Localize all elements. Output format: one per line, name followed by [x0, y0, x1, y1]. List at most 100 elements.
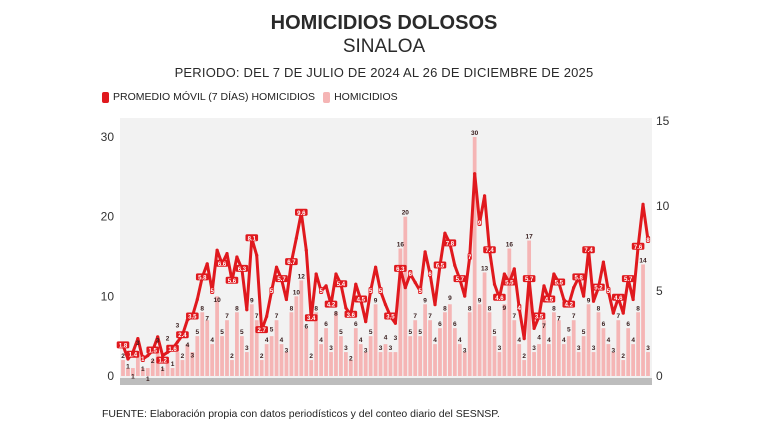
bar-value-label: 3 — [344, 345, 348, 352]
bar — [304, 328, 309, 376]
moving-average-point — [453, 263, 457, 268]
bar-value-label: 7 — [275, 313, 279, 320]
bar-value-label: 7 — [413, 313, 417, 320]
bar-value-label: 4 — [562, 337, 566, 344]
moving-average-point — [334, 272, 338, 276]
bar-value-label: 7 — [225, 313, 229, 320]
moving-average-label: 5.8 — [195, 273, 209, 281]
bar — [492, 336, 497, 376]
bar-value-label: 2 — [349, 356, 353, 363]
bar — [383, 344, 388, 376]
bar — [235, 312, 239, 376]
moving-average-label-bg — [275, 275, 288, 283]
bar-value-label: 5 — [567, 327, 571, 334]
bar-value-label: 5 — [195, 329, 199, 336]
moving-average-value-label: 7 — [468, 255, 472, 261]
bar-value-label: 1 — [161, 366, 165, 373]
moving-average-label: 7.4 — [483, 246, 496, 254]
bar-value-label: 5 — [339, 329, 343, 336]
bar — [249, 304, 254, 376]
moving-average-label-bg — [517, 304, 522, 311]
bar — [244, 352, 249, 376]
moving-average-label: 3.5 — [186, 312, 199, 321]
bar — [269, 336, 274, 376]
moving-average-value-label: 5.7 — [456, 277, 465, 283]
moving-average-label-bg — [195, 273, 209, 281]
moving-average-label-bg — [368, 287, 373, 294]
bar-value-label: 1 — [171, 361, 175, 368]
moving-average-point — [175, 340, 180, 344]
bar-value-label: 4 — [458, 337, 462, 344]
left-axis-tick-label: 10 — [101, 289, 115, 303]
moving-average-label: 5 — [378, 287, 383, 295]
moving-average-point — [562, 297, 566, 302]
bar — [566, 336, 571, 376]
bar — [596, 312, 601, 376]
bar-value-label: 9 — [478, 297, 482, 304]
bar-value-label: 4 — [631, 337, 635, 344]
moving-average-point — [403, 286, 407, 290]
bar-value-label: 9 — [423, 297, 427, 304]
moving-average-label-bg — [394, 264, 407, 272]
bar — [413, 320, 418, 376]
bar-value-label: 9 — [448, 295, 452, 302]
moving-average-value-label: 4.2 — [327, 303, 336, 309]
moving-average-point — [265, 314, 269, 319]
moving-average-label-bg — [235, 264, 249, 272]
moving-average-value-label: 5 — [418, 289, 422, 295]
bar — [631, 344, 636, 376]
moving-average-label-bg — [255, 326, 268, 334]
moving-average-point — [512, 267, 516, 271]
moving-average-label-bg — [418, 287, 423, 294]
bar-value-label: 8 — [488, 305, 492, 312]
bar — [343, 352, 348, 376]
moving-average-label: 5 — [368, 287, 373, 295]
bar — [532, 352, 536, 376]
bar-value-label: 8 — [597, 305, 601, 312]
bar — [418, 336, 423, 376]
moving-average-label: 1.2 — [156, 356, 169, 365]
bar — [408, 336, 413, 376]
bar — [358, 344, 363, 376]
bar-value-label: 4 — [210, 337, 214, 344]
moving-average-label: 3.5 — [384, 312, 397, 321]
moving-average-value-label: 5.5 — [505, 281, 514, 287]
bar-value-label: 16 — [506, 242, 514, 249]
bar — [175, 352, 180, 376]
bar-value-label: 1 — [126, 364, 130, 371]
bar — [363, 352, 368, 376]
bar-value-label: 3 — [592, 345, 596, 352]
bar-value-label: 4 — [547, 337, 551, 344]
bar — [339, 336, 343, 376]
bar-value-label: 20 — [402, 210, 410, 217]
bar-value-label: 4 — [537, 335, 541, 342]
moving-average-label: 2.7 — [255, 326, 268, 334]
legend-label-moving-average: PROMEDIO MÓVIL (7 DÍAS) HOMICIDIOS — [113, 91, 316, 103]
legend: PROMEDIO MÓVIL (7 DÍAS) HOMICIDIOS HOMIC… — [102, 91, 398, 103]
bar-value-label: 5 — [240, 329, 244, 336]
moving-average-label: 5 — [418, 287, 422, 295]
bar — [482, 272, 487, 376]
moving-average-value-label: 5 — [379, 289, 383, 295]
bar — [512, 320, 517, 376]
bar-value-label: 5 — [369, 329, 373, 336]
bar — [150, 360, 155, 376]
moving-average-point — [161, 354, 165, 358]
bar-value-label: 8 — [314, 305, 318, 312]
bar — [472, 136, 477, 376]
moving-average-point — [413, 280, 417, 285]
bar — [591, 352, 596, 376]
moving-average-value-label: 6.6 — [218, 262, 227, 268]
moving-average-point — [284, 297, 289, 302]
bar — [170, 368, 175, 376]
bar — [294, 296, 299, 376]
bar — [507, 248, 512, 376]
bar — [641, 264, 645, 376]
bar — [423, 304, 428, 376]
moving-average-label: 4 — [517, 304, 522, 312]
bar-value-label: 7 — [542, 323, 546, 330]
moving-average-label: 4.6 — [611, 293, 625, 302]
bar — [537, 344, 541, 376]
bar — [210, 344, 215, 376]
bar — [517, 344, 522, 376]
